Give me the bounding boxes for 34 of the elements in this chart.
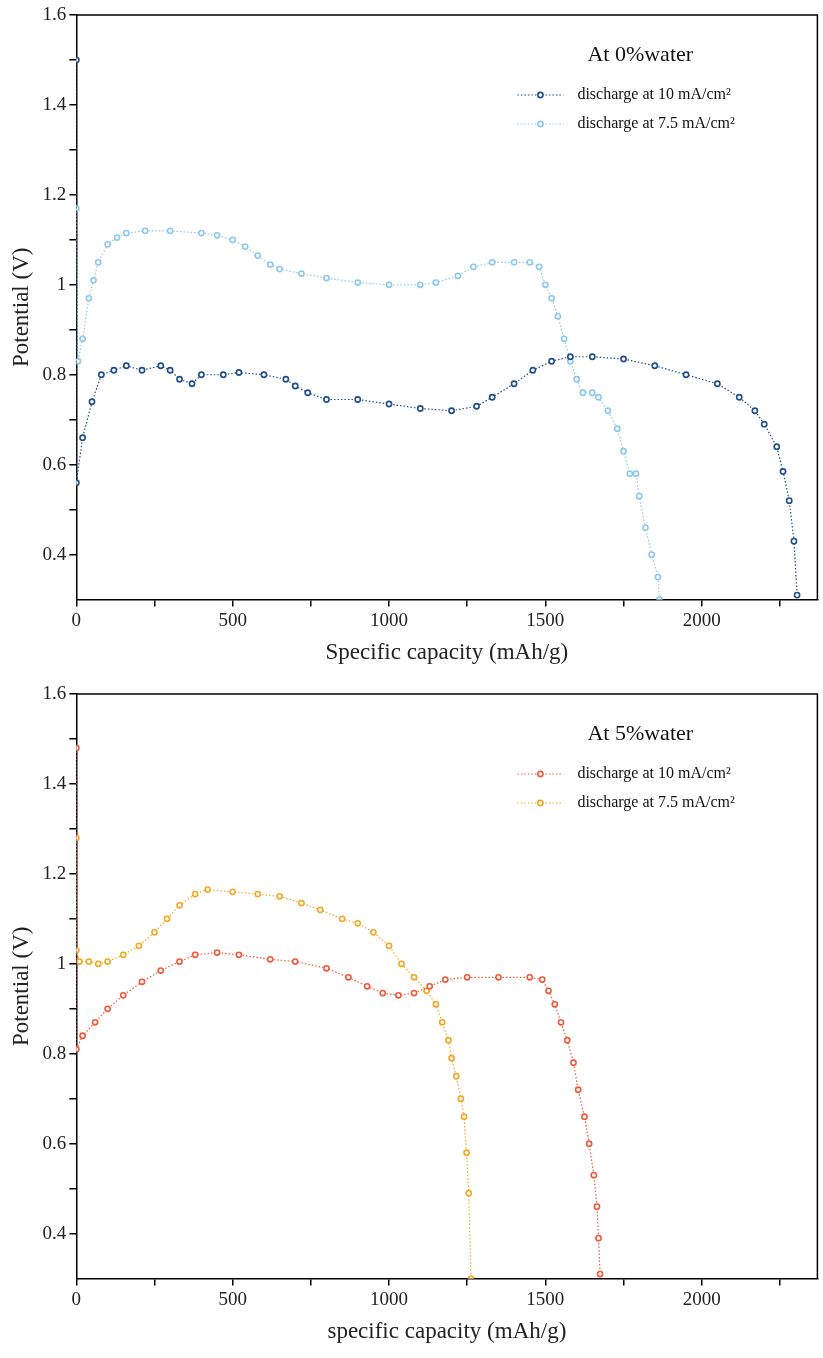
y-tick-label: 0.4 — [42, 542, 67, 564]
y-tick-label: 1.4 — [42, 771, 67, 793]
x-tick-label: 0 — [71, 1287, 82, 1309]
y-tick-label: 1 — [56, 272, 67, 294]
y-tick-label: 1.4 — [42, 92, 67, 114]
legend-title: At 5%water — [587, 719, 694, 745]
x-tick-label: 0 — [71, 608, 82, 630]
x-tick-label: 1500 — [526, 608, 565, 630]
x-tick-label: 500 — [218, 1287, 247, 1309]
y-tick-label: 1.6 — [42, 681, 67, 703]
y-tick-label: 0.6 — [42, 452, 67, 474]
legend-label: discharge at 7.5 mA/cm² — [577, 114, 735, 133]
x-tick-label: 2000 — [682, 1287, 721, 1309]
legend-title: At 0%water — [587, 40, 694, 66]
x-tick-label: 500 — [218, 608, 247, 630]
y-tick-label: 0.8 — [42, 1041, 67, 1063]
y-tick-label: 0.4 — [42, 1221, 67, 1243]
y-axis-title: Potential (V) — [7, 247, 33, 368]
x-tick-label: 1500 — [526, 1287, 565, 1309]
legend-label: discharge at 7.5 mA/cm² — [577, 793, 735, 812]
y-tick-label: 1.2 — [42, 182, 67, 204]
y-tick-label: 1 — [56, 951, 67, 973]
y-tick-label: 1.6 — [42, 2, 67, 24]
y-axis-title: Potential (V) — [7, 926, 33, 1047]
y-tick-label: 1.2 — [42, 861, 67, 883]
x-axis-title: Specific capacity (mAh/g) — [325, 639, 569, 665]
legend-label: discharge at 10 mA/cm² — [577, 85, 731, 104]
x-tick-label: 1000 — [370, 608, 409, 630]
legend-label: discharge at 10 mA/cm² — [577, 764, 731, 783]
y-tick-label: 0.6 — [42, 1131, 67, 1153]
x-axis-title: specific capacity (mAh/g) — [327, 1318, 567, 1344]
x-tick-label: 1000 — [370, 1287, 409, 1309]
y-tick-label: 0.8 — [42, 362, 67, 384]
x-tick-label: 2000 — [682, 608, 721, 630]
